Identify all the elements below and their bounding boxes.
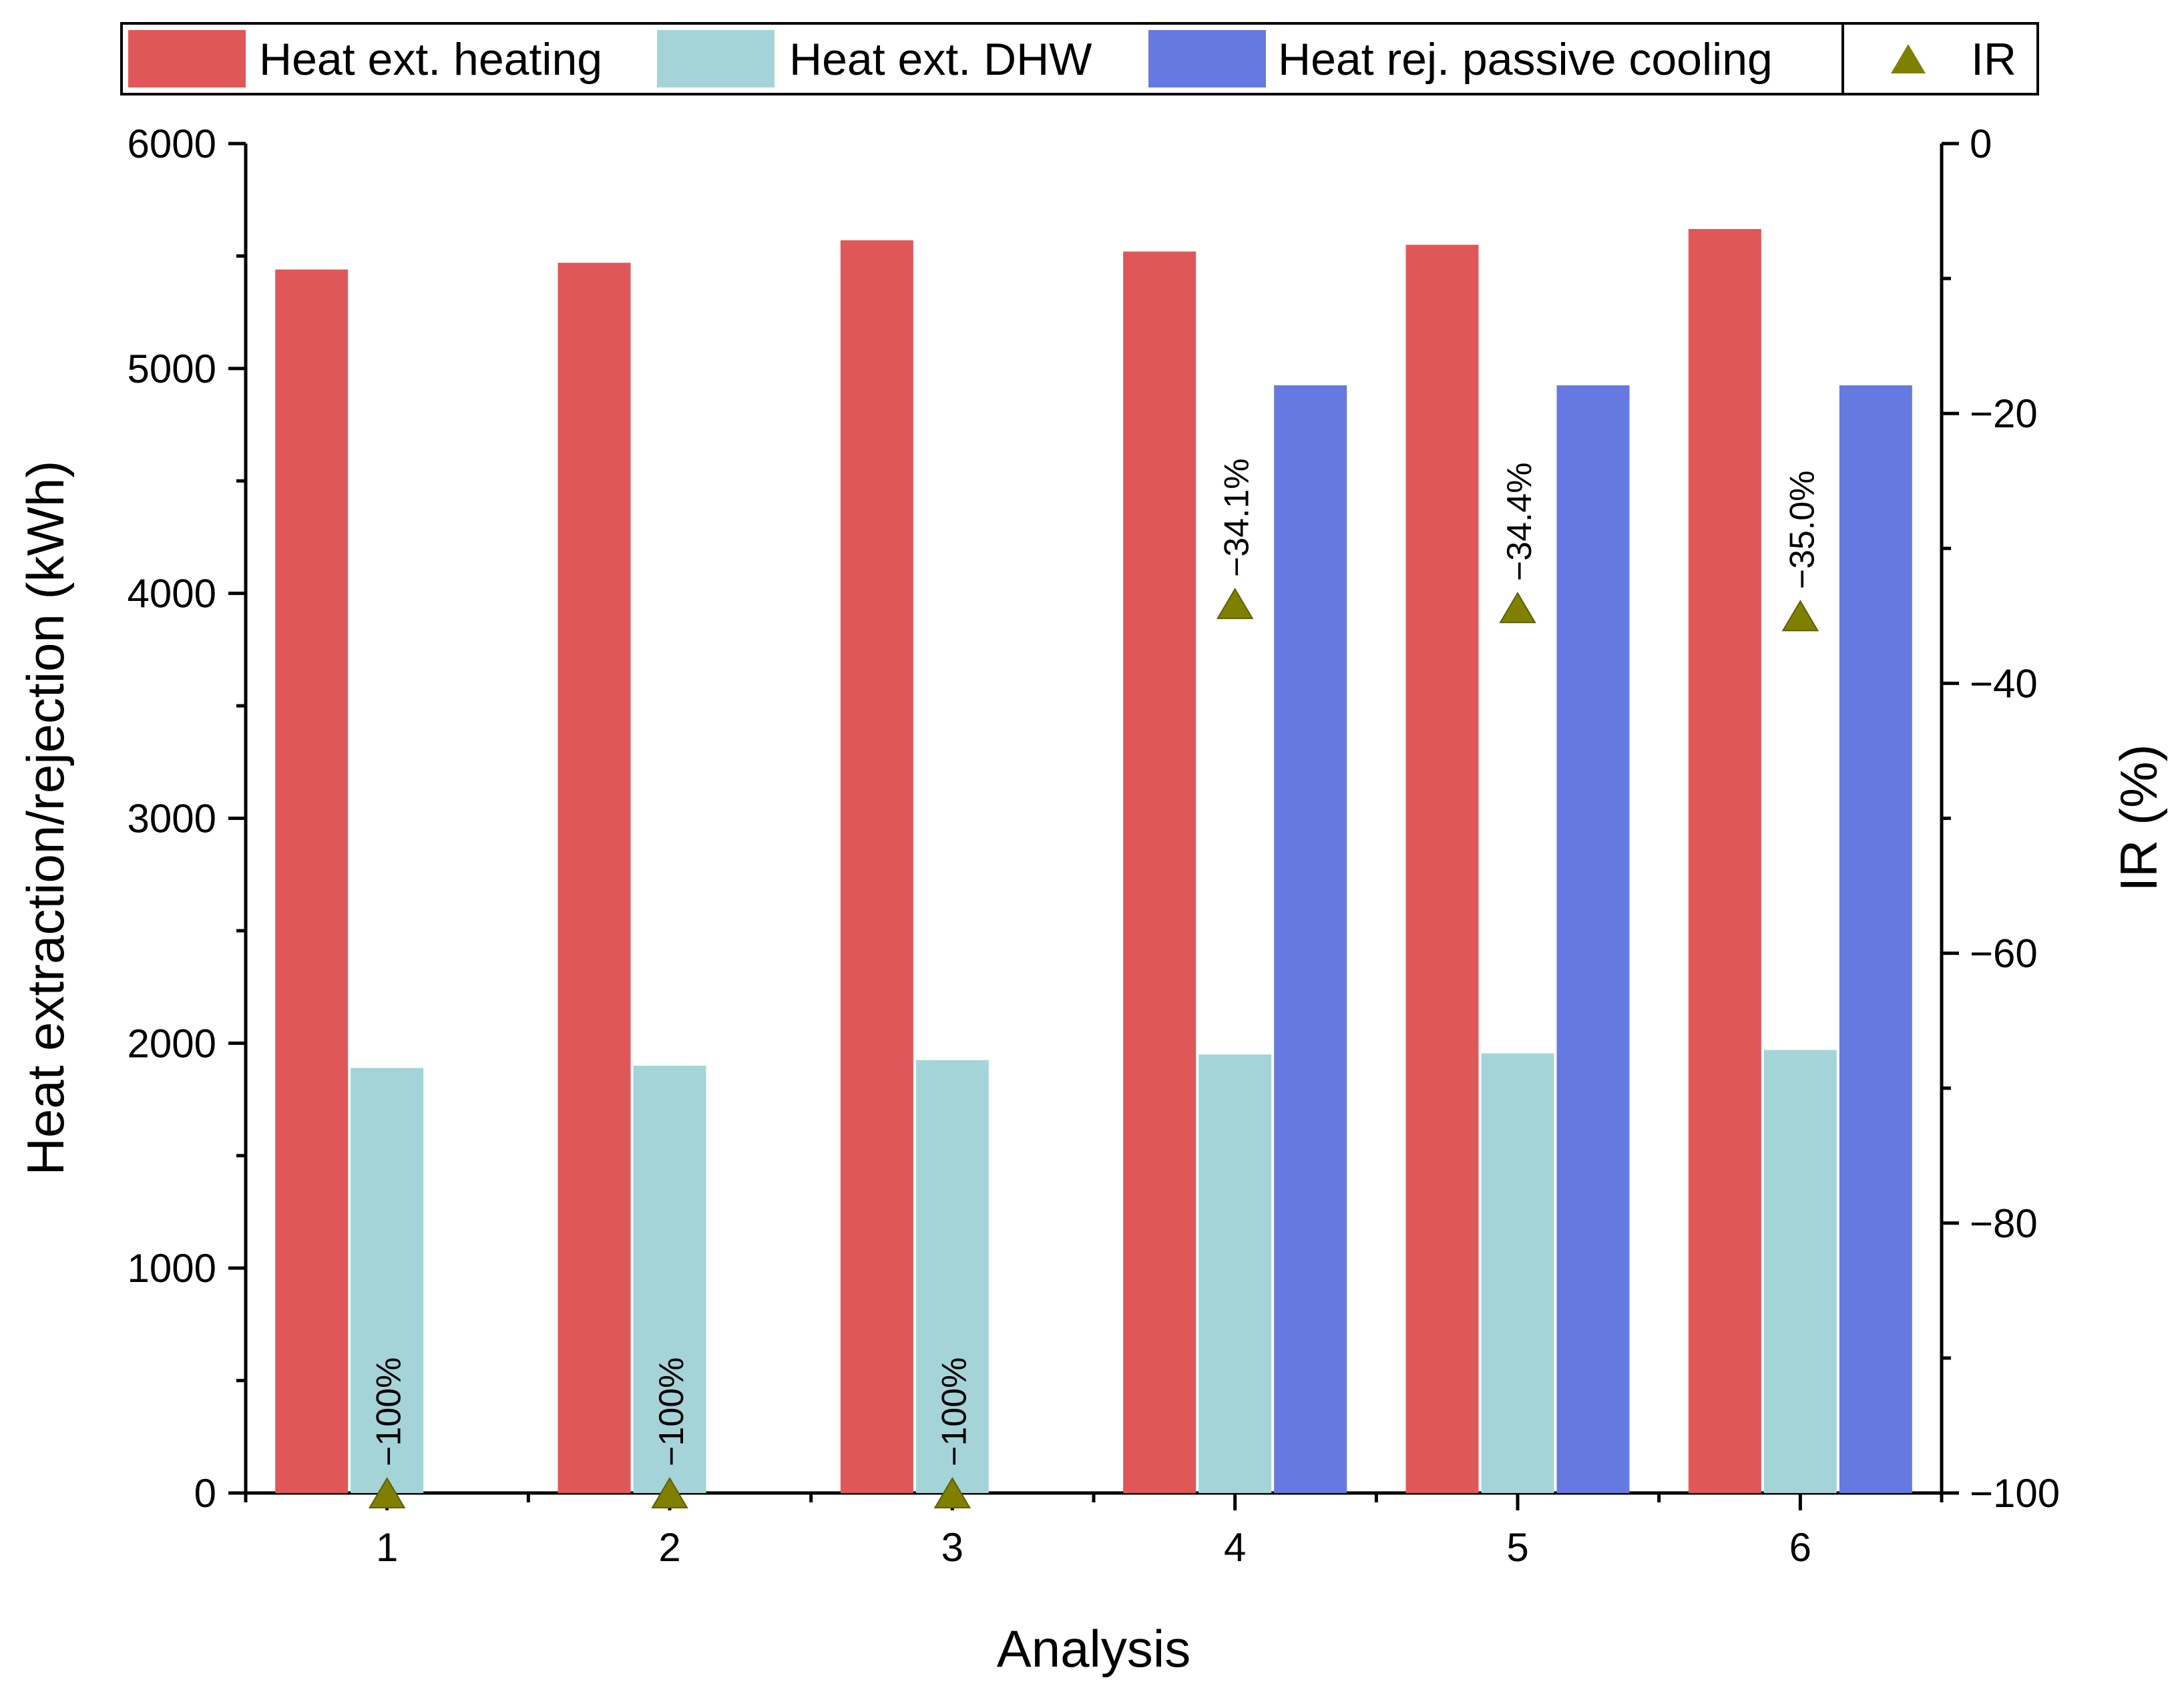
bar-heat-rej-passive-cooling-6 — [1839, 385, 1912, 1493]
axes — [244, 144, 1944, 1495]
ir-data-label: −35.0% — [1783, 471, 1821, 590]
left-tick-label: 1000 — [128, 1246, 216, 1291]
ir-data-label: −34.1% — [1218, 458, 1257, 577]
bar-heat-ext-heating-4 — [1123, 251, 1196, 1494]
ir-marker-6 — [1781, 600, 1819, 632]
right-tick-label: −20 — [1970, 391, 2038, 436]
legend-swatch-heat-rej-passive-cooling — [1148, 30, 1266, 87]
left-tick-label: 4000 — [128, 572, 216, 616]
x-tick-label: 5 — [1506, 1525, 1528, 1570]
right-y-ticks: −100 −80 −60 −40 −20 0 — [1942, 122, 2060, 1516]
bar-heat-rej-passive-cooling-4 — [1274, 385, 1347, 1493]
ir-data-label: −100% — [935, 1357, 973, 1466]
right-y-axis-title: IR (%) — [2109, 745, 2168, 892]
bar-heat-ext-dhw-1 — [351, 1068, 424, 1493]
ir-marker-5 — [1499, 592, 1536, 624]
legend-label: IR — [1971, 34, 2016, 85]
left-y-axis-title: Heat extraction/rejection (kWh) — [16, 461, 75, 1176]
bar-heat-ext-heating-3 — [840, 240, 913, 1493]
ir-marker-4 — [1216, 588, 1254, 620]
x-tick-label: 3 — [941, 1525, 963, 1570]
legend-label: Heat ext. heating — [259, 34, 602, 85]
x-tick-label: 6 — [1789, 1525, 1811, 1570]
legend-label: Heat ext. DHW — [789, 34, 1092, 85]
x-tick-label: 1 — [376, 1525, 398, 1570]
bar-heat-ext-heating-2 — [558, 262, 631, 1493]
x-axis-title: Analysis — [997, 1619, 1190, 1678]
x-tick-label: 4 — [1224, 1525, 1246, 1570]
ir-markers: −100% −100% −100% −34.1% −34.4% −35.0% — [368, 458, 1821, 1508]
bar-heat-ext-dhw-3 — [915, 1060, 989, 1493]
ir-data-label: −34.4% — [1500, 462, 1539, 581]
left-tick-label: 5000 — [128, 347, 216, 391]
left-tick-label: 0 — [194, 1471, 216, 1516]
legend-frame — [120, 22, 2039, 95]
right-tick-label: −100 — [1970, 1471, 2060, 1516]
right-tick-label: 0 — [1970, 122, 1992, 166]
legend-swatch-heat-ext-dhw — [657, 30, 775, 87]
legend: Heat ext. heating Heat ext. DHW Heat rej. … — [120, 22, 2039, 95]
ir-marker-3 — [933, 1477, 971, 1508]
ir-data-label: −100% — [652, 1357, 691, 1466]
bar-heat-ext-dhw-5 — [1481, 1053, 1554, 1493]
left-y-ticks: 0 1000 2000 3000 4000 5000 6000 — [128, 122, 246, 1516]
legend-swatch-heat-ext-heating — [128, 30, 246, 87]
bar-heat-ext-dhw-4 — [1198, 1054, 1272, 1493]
bar-heat-ext-dhw-6 — [1763, 1050, 1837, 1493]
ir-marker-2 — [651, 1477, 688, 1508]
bars — [275, 228, 1912, 1494]
ir-marker-1 — [368, 1477, 406, 1508]
x-ticks: 1 2 3 4 5 6 — [244, 1493, 1944, 1570]
bar-heat-rej-passive-cooling-5 — [1556, 385, 1630, 1493]
left-tick-label: 6000 — [128, 122, 216, 166]
right-tick-label: −60 — [1970, 931, 2038, 976]
bar-heat-ext-heating-5 — [1405, 244, 1479, 1494]
bar-heat-ext-dhw-2 — [633, 1066, 706, 1493]
bar-heat-ext-heating-1 — [275, 269, 349, 1493]
right-tick-label: −40 — [1970, 661, 2038, 706]
left-tick-label: 3000 — [128, 797, 216, 841]
left-tick-label: 2000 — [128, 1021, 216, 1066]
ir-data-label: −100% — [370, 1357, 409, 1466]
legend-label: Heat rej. passive cooling — [1278, 34, 1773, 85]
bar-heat-ext-heating-6 — [1688, 228, 1761, 1493]
right-tick-label: −80 — [1970, 1201, 2038, 1246]
legend-swatch-ir — [1891, 44, 1926, 73]
x-tick-label: 2 — [658, 1525, 680, 1570]
